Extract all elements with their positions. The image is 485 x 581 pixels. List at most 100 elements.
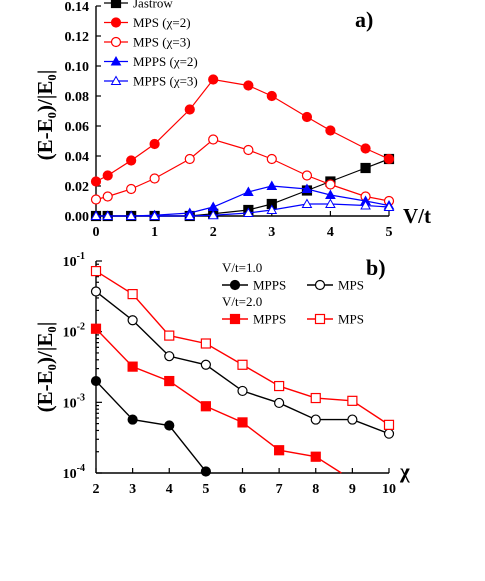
panel-a-data-point bbox=[184, 104, 195, 115]
panel-a-x-axis-title: V/t bbox=[403, 204, 431, 228]
panel-b-data-point bbox=[274, 397, 285, 409]
panel-b-x-tick-label: 8 bbox=[312, 482, 319, 497]
panel-b-y-tick-label: 10-2 bbox=[63, 322, 85, 341]
panel-b-data-point bbox=[200, 401, 211, 412]
panel-b-data-point bbox=[347, 414, 358, 425]
panel-b-ticks: 2 3 4 5 6 7 8 9 10 10-4 10-3 10-2 10-1 bbox=[63, 251, 396, 497]
panel-b-data-point bbox=[127, 414, 138, 425]
panel-a-data-point bbox=[184, 153, 195, 165]
panel-b-legend-marker bbox=[314, 313, 326, 325]
panel-a-data-point bbox=[149, 173, 160, 184]
panel-a-legend-entry: MPS (χ=2) bbox=[104, 15, 191, 30]
panel-a-legend-entry: Jastrow bbox=[104, 0, 173, 11]
panel-b-data-point bbox=[310, 451, 321, 462]
panel-b-series-0 bbox=[90, 375, 211, 477]
panel-b-series bbox=[90, 265, 395, 477]
panel-b-series-line bbox=[95, 380, 207, 472]
panel-a-legend-label: MPPS (χ=2) bbox=[133, 54, 198, 69]
panel-a-legend-marker bbox=[110, 36, 122, 48]
panel-b-y-axis-title: (E-E₀)/|E₀| bbox=[33, 322, 57, 413]
panel-a-data-point bbox=[266, 90, 277, 102]
panel-a-legend-entry: MPPS (χ=3) bbox=[104, 74, 198, 89]
panel-b-data-point bbox=[383, 419, 395, 430]
panel-b-legend-marker bbox=[314, 279, 326, 291]
panel-a-data-point bbox=[90, 176, 102, 187]
panel-a-series-line bbox=[95, 78, 390, 183]
panel-a-data-point bbox=[207, 201, 219, 211]
panel-a-data-point bbox=[243, 80, 254, 91]
panel-b-legend-entry: MPPS bbox=[222, 312, 286, 327]
panel-a-ticks: 0 1 2 3 4 5 0.00 0.02 0.04 0.06 0.08 0.10 0.12 0.14 bbox=[65, 0, 393, 240]
panel-a-data-point bbox=[360, 162, 371, 174]
panel-a-label: a) bbox=[355, 7, 373, 32]
panel-b-x-tick-label: 7 bbox=[276, 482, 283, 497]
panel-b-legend-label: MPS bbox=[338, 278, 364, 293]
panel-a-data-point bbox=[90, 194, 102, 205]
panel-a-data-point bbox=[301, 198, 313, 208]
panel-a-data-point bbox=[266, 204, 278, 214]
panel-a-data-point bbox=[126, 155, 137, 166]
panel-b-series-1 bbox=[90, 286, 395, 439]
panel-a-data-point bbox=[360, 199, 371, 210]
panel-b-data-point bbox=[347, 395, 358, 406]
panel-a-legend-entry: MPS (χ=3) bbox=[104, 35, 191, 50]
panel-b-data-point bbox=[274, 380, 285, 392]
panel-b-legend-group-title: V/t=1.0 bbox=[222, 260, 262, 275]
panel-a-legend-entry: MPPS (χ=2) bbox=[104, 54, 198, 69]
panel-a-x-tick-label: 3 bbox=[268, 225, 275, 240]
panel-a-y-tick-label: 0.02 bbox=[65, 180, 90, 195]
panel-b-series-3 bbox=[90, 265, 395, 430]
panel-a-data-point bbox=[383, 201, 395, 211]
panel-a-series-line bbox=[95, 138, 390, 202]
panel-a-data-point bbox=[301, 170, 313, 181]
panel-a-data-point bbox=[149, 138, 160, 150]
panel-b-x-tick-label: 10 bbox=[382, 482, 396, 497]
panel-b-legend-entry: MPS bbox=[307, 312, 364, 327]
panel-b-legend-group-title: V/t=2.0 bbox=[222, 294, 262, 309]
panel-a-data-point bbox=[149, 210, 160, 220]
panel-a-series-line bbox=[96, 185, 390, 217]
panel-a-data-point bbox=[184, 210, 196, 220]
panel-a-x-tick-label: 4 bbox=[327, 225, 334, 240]
panel-a-series bbox=[90, 74, 395, 222]
panel-a-data-point bbox=[126, 183, 137, 195]
panel-b-series-2 bbox=[90, 323, 342, 474]
panel-b-y-tick-label: 10-1 bbox=[63, 251, 85, 270]
panel-b-x-tick-label: 5 bbox=[202, 482, 209, 497]
panel-b-legend-marker bbox=[229, 313, 241, 325]
panel-b-x-tick-label: 2 bbox=[93, 482, 100, 497]
panel-a-data-point bbox=[360, 143, 371, 154]
panel-b-data-point bbox=[127, 315, 138, 326]
panel-b-x-tick-label: 9 bbox=[349, 482, 356, 497]
panel-a-y-tick-label: 0.12 bbox=[65, 30, 90, 45]
panel-b-legend-label: MPPS bbox=[253, 312, 286, 327]
panel-a-legend-marker bbox=[110, 55, 122, 66]
panel-a-data-point bbox=[125, 210, 137, 220]
panel-b-y-tick-label: 10-3 bbox=[63, 392, 85, 411]
panel-b-data-point bbox=[200, 466, 211, 477]
panel-b-legend-label: MPS bbox=[338, 312, 364, 327]
panel-b-data-point bbox=[237, 359, 248, 370]
panel-a-x-tick-label: 1 bbox=[151, 225, 158, 240]
panel-b-legend-entry: MPS bbox=[307, 278, 364, 293]
panel-b-x-axis-title: χ bbox=[399, 459, 410, 483]
panel-b-data-point bbox=[90, 323, 102, 334]
panel-a-data-point bbox=[102, 170, 113, 181]
panel-b-data-point bbox=[90, 286, 102, 297]
panel-b-data-point bbox=[237, 417, 248, 428]
panel-a-y-tick-label: 0.04 bbox=[65, 150, 90, 165]
panel-a-data-point bbox=[102, 191, 113, 202]
panel-b-x-tick-label: 4 bbox=[166, 482, 173, 497]
panel-b-data-point bbox=[90, 375, 102, 387]
panel-b-y-tick-label: 10-4 bbox=[63, 463, 85, 482]
panel-a: 0 1 2 3 4 5 0.00 0.02 0.04 0.06 0.08 0.10 0.12 0.14 a… bbox=[33, 0, 431, 240]
panel-b-data-point bbox=[90, 265, 102, 277]
panel-a-legend-marker bbox=[110, 0, 122, 9]
panel-a-series-line bbox=[96, 158, 390, 217]
panel-b-data-point bbox=[127, 361, 138, 372]
panel-a-data-point bbox=[208, 134, 219, 145]
panel-a-y-axis-title: (E-E₀)/|E₀| bbox=[33, 70, 57, 161]
panel-a-x-tick-label: 0 bbox=[93, 225, 100, 240]
panel-a-data-point bbox=[208, 74, 219, 85]
